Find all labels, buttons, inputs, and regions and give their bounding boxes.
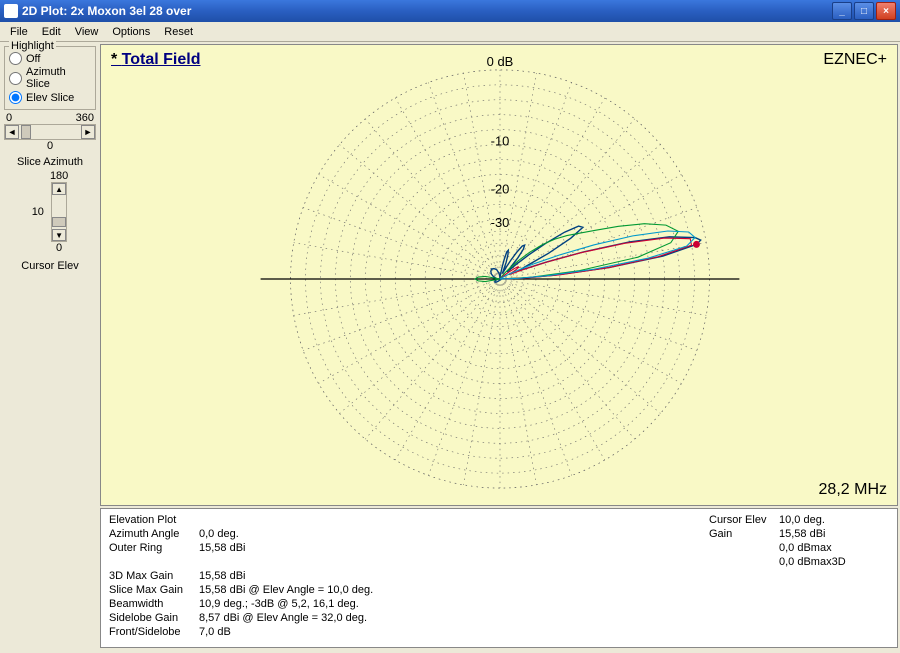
svg-text:-10: -10	[491, 134, 510, 149]
radio-elev-label: Elev Slice	[26, 92, 74, 104]
polar-chart: 0 dB -10 -20 -30	[101, 45, 897, 505]
menu-file[interactable]: File	[4, 24, 34, 40]
menu-edit[interactable]: Edit	[36, 24, 67, 40]
radio-off[interactable]: Off	[9, 52, 91, 65]
maximize-button[interactable]: □	[854, 2, 874, 20]
radio-elev-input[interactable]	[9, 91, 22, 104]
azimuth-slider-block: 0 360 ◄ ► 0	[4, 112, 96, 152]
hslider-track[interactable]	[19, 125, 81, 139]
minimize-button[interactable]: _	[832, 2, 852, 20]
menu-view[interactable]: View	[69, 24, 105, 40]
radio-azimuth-label: Azimuth Slice	[26, 66, 91, 90]
info-right: Cursor Elev10,0 deg.Gain15,58 dBi0,0 dBm…	[709, 513, 889, 643]
plot-area: * Total Field EZNEC+ 28,2 MHz 0 dB-10-20…	[100, 44, 898, 506]
window-title: 2D Plot: 2x Moxon 3el 28 over	[22, 4, 832, 18]
radio-azimuth[interactable]: Azimuth Slice	[9, 66, 91, 90]
vslider-bottom: 0	[56, 242, 62, 254]
vslider-up-arrow[interactable]: ▲	[52, 183, 66, 195]
hslider-min: 0	[6, 112, 12, 124]
vslider-thumb[interactable]	[52, 217, 66, 227]
app-icon	[4, 4, 18, 18]
svg-text:-30: -30	[491, 215, 510, 230]
svg-text:0 dB: 0 dB	[487, 54, 514, 69]
svg-text:-20: -20	[491, 181, 510, 196]
highlight-legend: Highlight	[9, 40, 56, 52]
menubar: File Edit View Options Reset	[0, 22, 900, 42]
vslider-down-arrow[interactable]: ▼	[52, 229, 66, 241]
titlebar: 2D Plot: 2x Moxon 3el 28 over _ □ ×	[0, 0, 900, 22]
slice-azimuth-label: Slice Azimuth	[2, 156, 98, 168]
radio-elev[interactable]: Elev Slice	[9, 91, 91, 104]
radio-off-label: Off	[26, 53, 40, 65]
radio-off-input[interactable]	[9, 52, 22, 65]
vslider-track[interactable]	[52, 195, 66, 229]
hslider-left-arrow[interactable]: ◄	[5, 125, 19, 139]
window-buttons: _ □ ×	[832, 2, 896, 20]
menu-reset[interactable]: Reset	[158, 24, 199, 40]
azimuth-slider[interactable]: ◄ ►	[4, 124, 96, 140]
vslider-side: 10	[32, 206, 44, 218]
info-left: Elevation PlotAzimuth Angle0,0 deg.Outer…	[109, 513, 709, 643]
menu-options[interactable]: Options	[106, 24, 156, 40]
hslider-thumb[interactable]	[21, 125, 31, 139]
vslider-top: 180	[50, 170, 68, 182]
cursor-elev-label: Cursor Elev	[2, 260, 98, 272]
info-panel: Elevation PlotAzimuth Angle0,0 deg.Outer…	[100, 508, 898, 648]
elev-slider[interactable]: ▲ ▼	[51, 182, 67, 242]
close-button[interactable]: ×	[876, 2, 896, 20]
highlight-group: Highlight Off Azimuth Slice Elev Slice	[4, 46, 96, 110]
hslider-value: 0	[4, 140, 96, 152]
hslider-max: 360	[76, 112, 94, 124]
radio-azimuth-input[interactable]	[9, 72, 22, 85]
control-panel: Highlight Off Azimuth Slice Elev Slice 0…	[2, 44, 98, 274]
hslider-right-arrow[interactable]: ►	[81, 125, 95, 139]
